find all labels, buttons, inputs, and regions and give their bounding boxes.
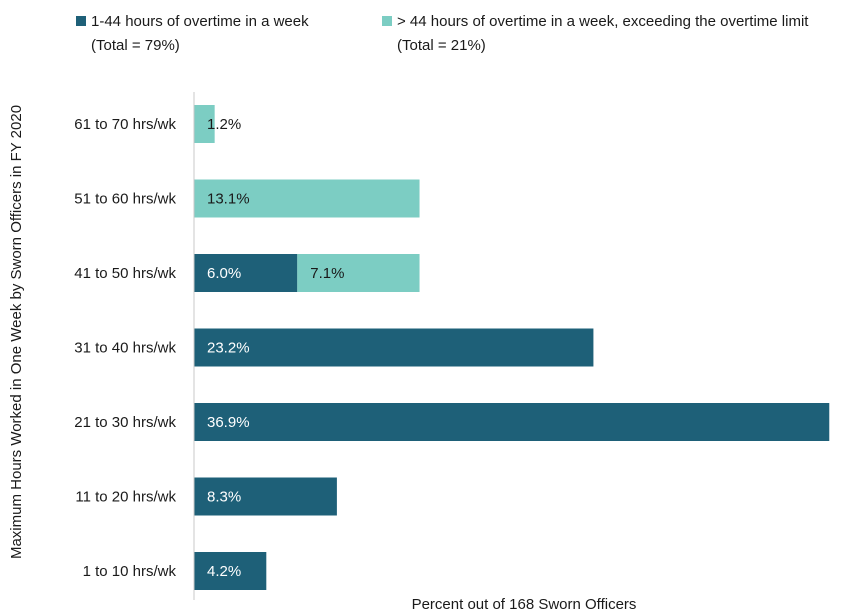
y-tick-label: 11 to 20 hrs/wk	[75, 489, 176, 506]
bar-segment	[194, 105, 215, 143]
y-tick-label: 21 to 30 hrs/wk	[74, 414, 176, 431]
y-tick-label: 31 to 40 hrs/wk	[74, 340, 176, 357]
bar-data-label: 7.1%	[310, 265, 344, 282]
legend-swatch-dark-teal	[76, 16, 86, 26]
legend-total: (Total = 21%)	[397, 37, 486, 54]
tick-labels: 61 to 70 hrs/wk 51 to 60 hrs/wk 41 to 50 h…	[74, 116, 176, 580]
bars-layer: 1.2% 13.1% 6.0% 7.1% 23.2% 36.9% 8.3% 4.2%	[194, 105, 830, 590]
bar-data-label: 4.2%	[207, 563, 241, 580]
bar-segment	[194, 403, 830, 441]
bar-data-label: 23.2%	[207, 340, 250, 357]
bar-segment	[194, 552, 267, 590]
bar-segment	[194, 179, 420, 218]
bar-data-label: 13.1%	[207, 191, 250, 208]
y-tick-label: 51 to 60 hrs/wk	[74, 191, 176, 208]
legend-item-over-44-hours: > 44 hours of overtime in a week, exceed…	[382, 10, 808, 58]
legend-swatch-light-teal	[382, 16, 392, 26]
legend-total: (Total = 79%)	[91, 37, 180, 54]
y-tick-label: 41 to 50 hrs/wk	[74, 265, 176, 282]
bar-data-label: 6.0%	[207, 265, 241, 282]
y-tick-label: 61 to 70 hrs/wk	[74, 116, 176, 133]
bar-segment	[194, 477, 337, 516]
y-tick-label: 1 to 10 hrs/wk	[83, 563, 177, 580]
bar-data-label: 8.3%	[207, 489, 241, 506]
bar-segment	[194, 328, 594, 367]
y-axis-title: Maximum Hours Worked in One Week by Swor…	[8, 105, 25, 559]
x-axis-title: Percent out of 168 Sworn Officers	[412, 596, 637, 612]
bar-data-label: 1.2%	[207, 116, 241, 133]
bar-data-label: 36.9%	[207, 414, 250, 431]
legend-label: > 44 hours of overtime in a week, exceed…	[397, 13, 809, 30]
bar-segment	[297, 254, 420, 292]
bar-segment	[194, 254, 298, 292]
legend-item-1-44-hours: 1-44 hours of overtime in a week (Total …	[76, 10, 309, 58]
legend-label: 1-44 hours of overtime in a week	[91, 13, 309, 30]
